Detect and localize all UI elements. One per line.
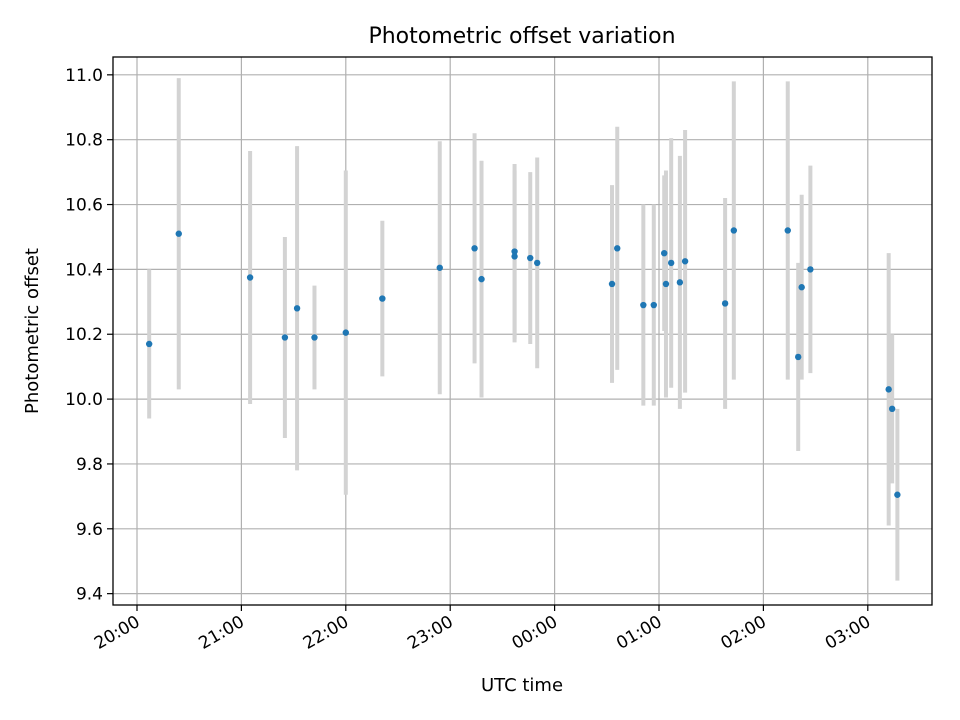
data-point bbox=[888, 405, 896, 413]
y-tick-label: 10.2 bbox=[65, 325, 103, 345]
data-point bbox=[681, 258, 689, 265]
data-point bbox=[885, 386, 892, 393]
x-tick-label: 01:00 bbox=[613, 612, 665, 654]
data-point bbox=[145, 340, 153, 348]
x-tick-label: 20:00 bbox=[91, 612, 143, 654]
x-tick-label: 02:00 bbox=[717, 612, 769, 654]
data-point bbox=[511, 248, 518, 255]
data-point bbox=[650, 301, 657, 309]
x-tick-label: 21:00 bbox=[195, 612, 247, 654]
chart-title: Photometric offset variation bbox=[368, 24, 675, 49]
y-tick-label: 9.8 bbox=[76, 455, 103, 475]
x-tick-label: 23:00 bbox=[404, 612, 456, 654]
data-point bbox=[721, 300, 729, 307]
y-tick-label: 10.6 bbox=[65, 196, 103, 216]
data-point bbox=[894, 491, 901, 498]
y-tick-label: 10.4 bbox=[65, 260, 103, 280]
plot-frame bbox=[112, 56, 933, 606]
data-point bbox=[807, 266, 814, 273]
data-point bbox=[798, 284, 805, 291]
data-point bbox=[795, 353, 802, 361]
x-axis-ticks: 20:00 21:00 22:00 23:00 00:00 01:00 02:00 03:00 bbox=[91, 605, 874, 654]
x-tick-label: 00:00 bbox=[509, 612, 561, 654]
y-tick-label: 11.0 bbox=[65, 66, 103, 86]
data-points bbox=[145, 227, 901, 498]
data-point bbox=[640, 301, 647, 309]
data-point bbox=[534, 259, 541, 267]
data-point bbox=[784, 227, 791, 234]
data-point bbox=[676, 279, 684, 286]
data-point bbox=[511, 253, 518, 260]
data-point bbox=[471, 245, 478, 252]
x-tick-label: 03:00 bbox=[822, 612, 874, 654]
y-tick-label: 9.6 bbox=[76, 520, 103, 540]
data-point bbox=[730, 227, 738, 234]
y-axis-ticks: 9.4 9.6 9.8 10.0 10.2 10.4 10.6 10.8 11.0 bbox=[65, 66, 113, 605]
x-axis-label: UTC time bbox=[481, 675, 563, 696]
data-point bbox=[661, 249, 668, 257]
data-point bbox=[478, 275, 485, 283]
data-point bbox=[527, 254, 534, 262]
data-point bbox=[293, 305, 301, 312]
y-tick-label: 9.4 bbox=[76, 585, 103, 605]
data-point bbox=[281, 334, 289, 341]
data-point bbox=[614, 245, 621, 252]
data-point bbox=[436, 264, 443, 271]
y-axis-label: Photometric offset bbox=[22, 248, 43, 414]
data-point bbox=[311, 334, 318, 341]
data-point bbox=[608, 280, 616, 288]
data-point bbox=[175, 230, 182, 237]
error-bars bbox=[147, 78, 900, 581]
data-point bbox=[342, 329, 349, 336]
data-point bbox=[379, 295, 386, 302]
x-tick-label: 22:00 bbox=[300, 612, 352, 654]
data-point bbox=[667, 259, 675, 267]
y-tick-label: 10.0 bbox=[65, 390, 103, 410]
y-tick-label: 10.8 bbox=[65, 131, 103, 151]
data-point bbox=[246, 274, 254, 281]
data-point bbox=[662, 280, 670, 288]
